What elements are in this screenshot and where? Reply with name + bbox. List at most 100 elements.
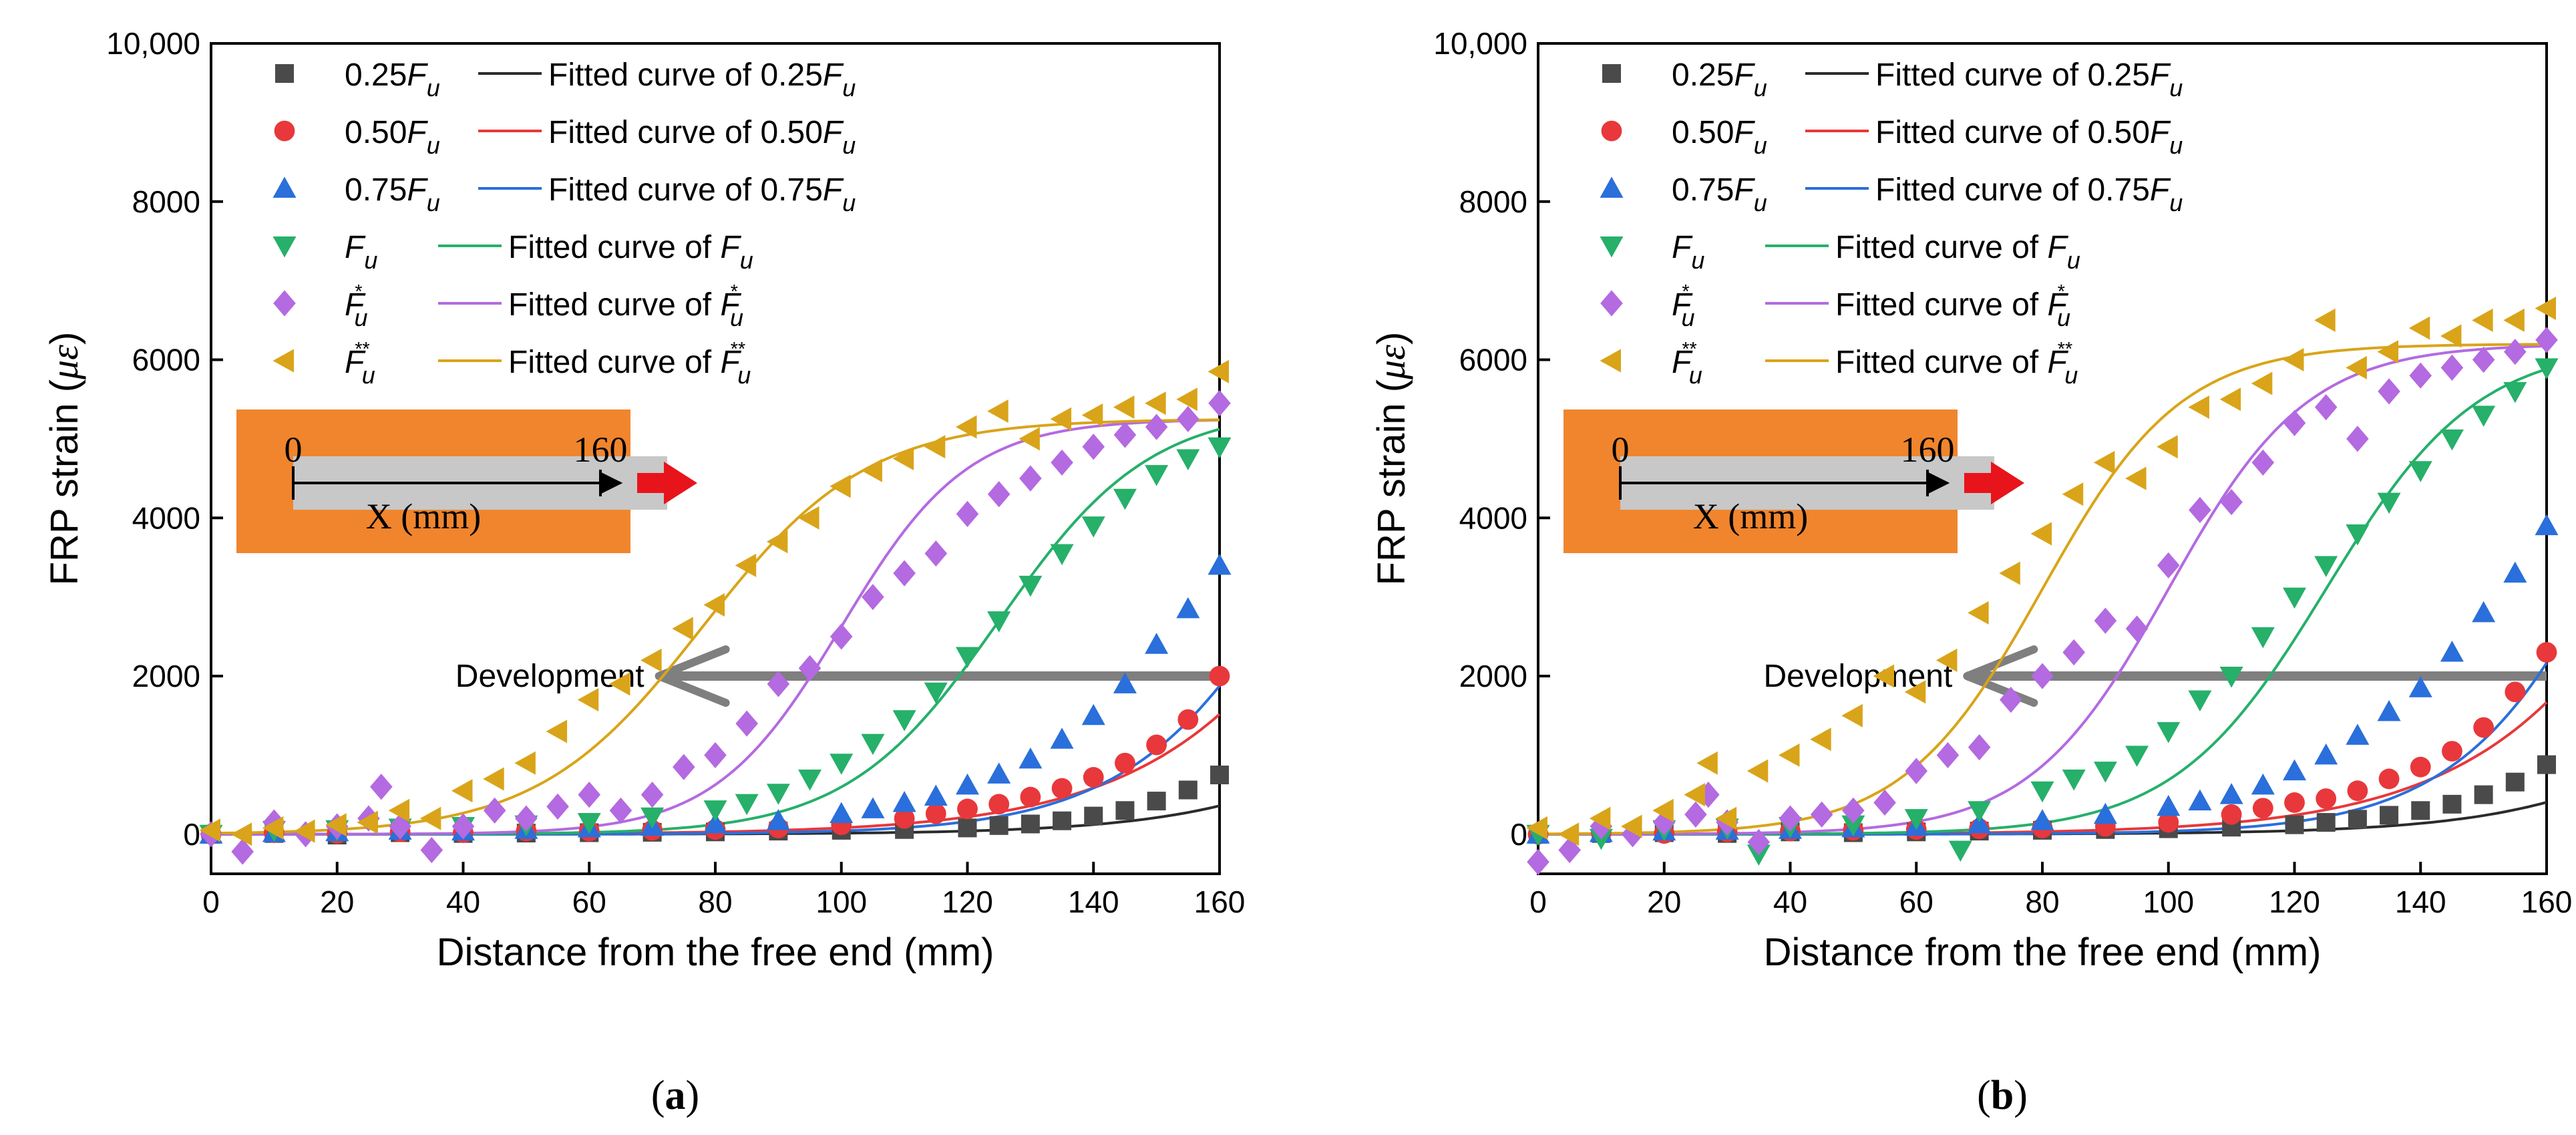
data-point (577, 813, 601, 834)
legend: 0.25Fu​ Fitted curve of 0.25Fu​ 0.50Fu​ Fit… (272, 57, 856, 389)
data-point (1652, 798, 1674, 822)
legend: 0.25Fu​ Fitted curve of 0.25Fu​ 0.50Fu​ Fit… (1600, 57, 2183, 389)
data-point (2062, 482, 2084, 506)
data-point (1113, 488, 1137, 510)
y-tick-label: 4000 (132, 500, 200, 535)
x-tick-label: 120 (942, 884, 993, 919)
data-point (2411, 801, 2430, 820)
data-point (767, 671, 790, 697)
data-point (2474, 785, 2493, 804)
data-point (956, 500, 979, 527)
data-point (672, 617, 693, 641)
data-point (1209, 665, 1230, 687)
data-point (703, 800, 727, 822)
data-point (892, 790, 916, 812)
data-point (1968, 812, 1992, 834)
data-point (1936, 742, 1960, 769)
data-point (262, 816, 284, 840)
data-point (451, 813, 475, 840)
data-point (1147, 792, 1166, 811)
data-point (1715, 806, 1737, 830)
legend-marker (273, 290, 296, 317)
legend-marker (1600, 290, 1623, 317)
legend-fit-label: Fitted curve of Fu​ (1835, 230, 2080, 274)
data-point (389, 813, 411, 840)
data-point (2219, 387, 2241, 412)
data-point (1053, 811, 1072, 830)
data-point (2346, 426, 2369, 452)
data-point (892, 447, 914, 470)
data-point (578, 782, 601, 808)
data-point (2472, 346, 2495, 373)
data-point (2473, 717, 2495, 738)
data-point (2380, 806, 2399, 825)
data-point (1177, 709, 1199, 730)
y-axis-label: FRP strain (με) (1370, 332, 1413, 586)
data-point (2251, 627, 2275, 649)
data-point (2157, 435, 2178, 459)
data-point (2408, 461, 2432, 482)
data-point (2503, 308, 2525, 332)
legend-series-label: 0.50Fu​ (345, 115, 440, 159)
data-point (798, 506, 819, 530)
legend-fit-label: Fitted curve of 0.25Fu​ (1875, 57, 2183, 102)
data-point (2094, 607, 2117, 634)
data-point (608, 672, 630, 696)
data-point (483, 767, 504, 791)
data-point (1051, 778, 1073, 799)
data-point (2348, 810, 2367, 829)
development-label: Development (455, 659, 645, 694)
data-point (862, 584, 884, 611)
data-point (956, 773, 979, 795)
data-point (1968, 801, 1992, 822)
data-point (987, 399, 1008, 423)
data-point (2062, 639, 2085, 666)
data-point (546, 793, 569, 820)
data-point (958, 818, 977, 838)
data-point (2442, 741, 2462, 762)
legend-marker (272, 349, 294, 373)
data-point (231, 838, 254, 865)
legend-marker (272, 176, 297, 198)
data-point (1050, 407, 1072, 431)
data-point (1083, 767, 1104, 788)
data-point (2535, 297, 2556, 321)
development-arrow-head (655, 645, 730, 707)
data-point (2440, 324, 2462, 348)
data-point (2125, 746, 2149, 767)
data-point (1873, 664, 1895, 688)
data-point (861, 458, 882, 482)
legend-marker (1600, 236, 1624, 258)
data-point (1948, 840, 1972, 862)
data-point (2125, 615, 2149, 642)
data-point (1020, 786, 1041, 808)
legend-series-label: F*u​ (1672, 281, 1695, 331)
legend-fit-label: Fitted curve of Fu​ (508, 230, 753, 274)
data-point (2188, 690, 2212, 712)
inset-axis-label: X (mm) (366, 496, 481, 536)
fitted-curve-line (1538, 343, 2547, 836)
data-point (1589, 806, 1611, 830)
data-point (451, 779, 473, 803)
data-point (388, 798, 410, 822)
x-tick-label: 100 (815, 884, 867, 919)
y-tick-label: 6000 (1459, 343, 1527, 377)
y-tick-label: 0 (1510, 817, 1527, 852)
data-point (2219, 667, 2243, 688)
data-point (1904, 809, 1928, 830)
data-point (2125, 466, 2147, 490)
data-point (2537, 755, 2556, 774)
data-point (830, 474, 851, 498)
data-point (1145, 465, 1169, 486)
data-point (798, 655, 821, 681)
y-tick-label: 6000 (132, 343, 200, 377)
data-point (2157, 552, 2180, 579)
data-point (1113, 395, 1135, 420)
y-tick-label: 10,000 (106, 26, 200, 61)
data-point (2535, 358, 2559, 379)
data-point (2505, 772, 2525, 792)
data-point (924, 784, 948, 806)
inset-start-label: 0 (285, 430, 303, 470)
data-points (199, 359, 1232, 865)
